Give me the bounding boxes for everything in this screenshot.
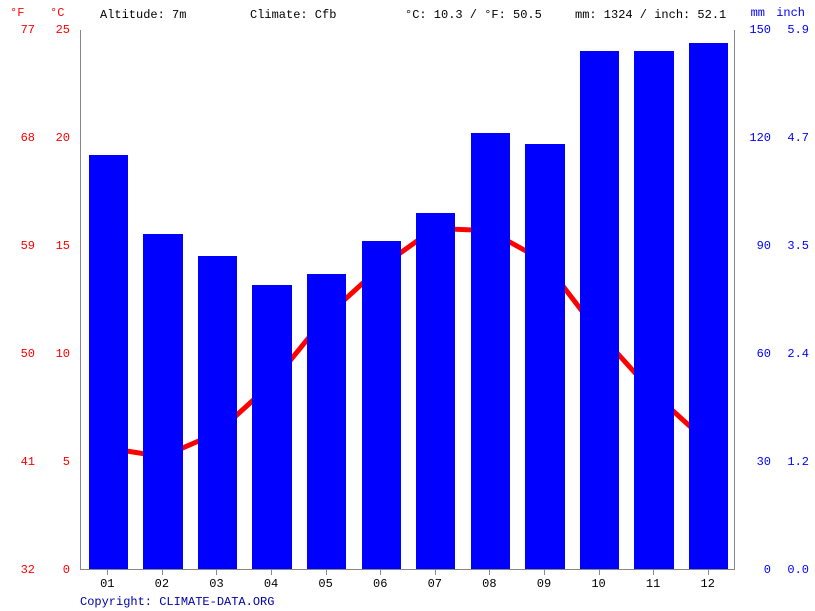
x-tick-mark (544, 570, 545, 575)
y-tick-inch: 0.0 (779, 563, 809, 577)
y-tick-f: 68 (10, 131, 35, 145)
x-tick-mark (216, 570, 217, 575)
y-tick-mm: 120 (741, 131, 771, 145)
x-tick-mark (162, 570, 163, 575)
y-tick-f: 41 (10, 455, 35, 469)
x-tick-label: 11 (633, 577, 673, 591)
x-tick-label: 05 (306, 577, 346, 591)
precip-bar (89, 155, 128, 569)
y-tick-f: 32 (10, 563, 35, 577)
x-tick-mark (599, 570, 600, 575)
y-tick-f: 59 (10, 239, 35, 253)
x-tick-label: 12 (688, 577, 728, 591)
precip-bar (689, 43, 728, 569)
avg-temp-label: °C: 10.3 / °F: 50.5 (405, 8, 542, 22)
x-tick-mark (326, 570, 327, 575)
y-tick-f: 77 (10, 23, 35, 37)
axis-label-f: °F (10, 6, 24, 20)
y-tick-inch: 2.4 (779, 347, 809, 361)
y-tick-c: 5 (50, 455, 70, 469)
y-tick-c: 20 (50, 131, 70, 145)
precip-bar (471, 133, 510, 569)
y-tick-mm: 60 (741, 347, 771, 361)
x-tick-mark (107, 570, 108, 575)
x-tick-mark (435, 570, 436, 575)
x-tick-label: 10 (579, 577, 619, 591)
y-tick-f: 50 (10, 347, 35, 361)
precip-bar (198, 256, 237, 569)
x-tick-mark (489, 570, 490, 575)
y-tick-inch: 5.9 (779, 23, 809, 37)
copyright-text: Copyright: CLIMATE-DATA.ORG (80, 595, 274, 609)
precip-bar (143, 234, 182, 569)
y-tick-inch: 3.5 (779, 239, 809, 253)
precip-bar (362, 241, 401, 569)
x-tick-label: 08 (469, 577, 509, 591)
precip-bar (525, 144, 564, 569)
climate-class-label: Climate: Cfb (250, 8, 336, 22)
x-tick-label: 04 (251, 577, 291, 591)
y-tick-mm: 90 (741, 239, 771, 253)
axis-label-inch: inch (776, 6, 805, 20)
precip-bar (580, 51, 619, 569)
x-tick-label: 03 (196, 577, 236, 591)
x-tick-label: 02 (142, 577, 182, 591)
precip-bar (634, 51, 673, 569)
x-tick-label: 06 (360, 577, 400, 591)
x-tick-mark (653, 570, 654, 575)
x-tick-label: 07 (415, 577, 455, 591)
y-tick-mm: 0 (741, 563, 771, 577)
y-tick-mm: 30 (741, 455, 771, 469)
avg-precip-label: mm: 1324 / inch: 52.1 (575, 8, 726, 22)
axis-label-c: °C (50, 6, 64, 20)
y-tick-c: 0 (50, 563, 70, 577)
y-tick-c: 25 (50, 23, 70, 37)
x-tick-label: 09 (524, 577, 564, 591)
x-tick-mark (271, 570, 272, 575)
altitude-label: Altitude: 7m (100, 8, 186, 22)
y-tick-c: 10 (50, 347, 70, 361)
precip-bar (416, 213, 455, 569)
y-tick-inch: 1.2 (779, 455, 809, 469)
precip-bar (252, 285, 291, 569)
climate-chart: Altitude: 7m Climate: Cfb °C: 10.3 / °F:… (0, 0, 815, 611)
axis-label-mm: mm (751, 6, 765, 20)
x-tick-mark (708, 570, 709, 575)
x-tick-label: 01 (87, 577, 127, 591)
precip-bar (307, 274, 346, 569)
y-tick-inch: 4.7 (779, 131, 809, 145)
x-tick-mark (380, 570, 381, 575)
plot-area (80, 30, 735, 570)
y-tick-c: 15 (50, 239, 70, 253)
y-tick-mm: 150 (741, 23, 771, 37)
